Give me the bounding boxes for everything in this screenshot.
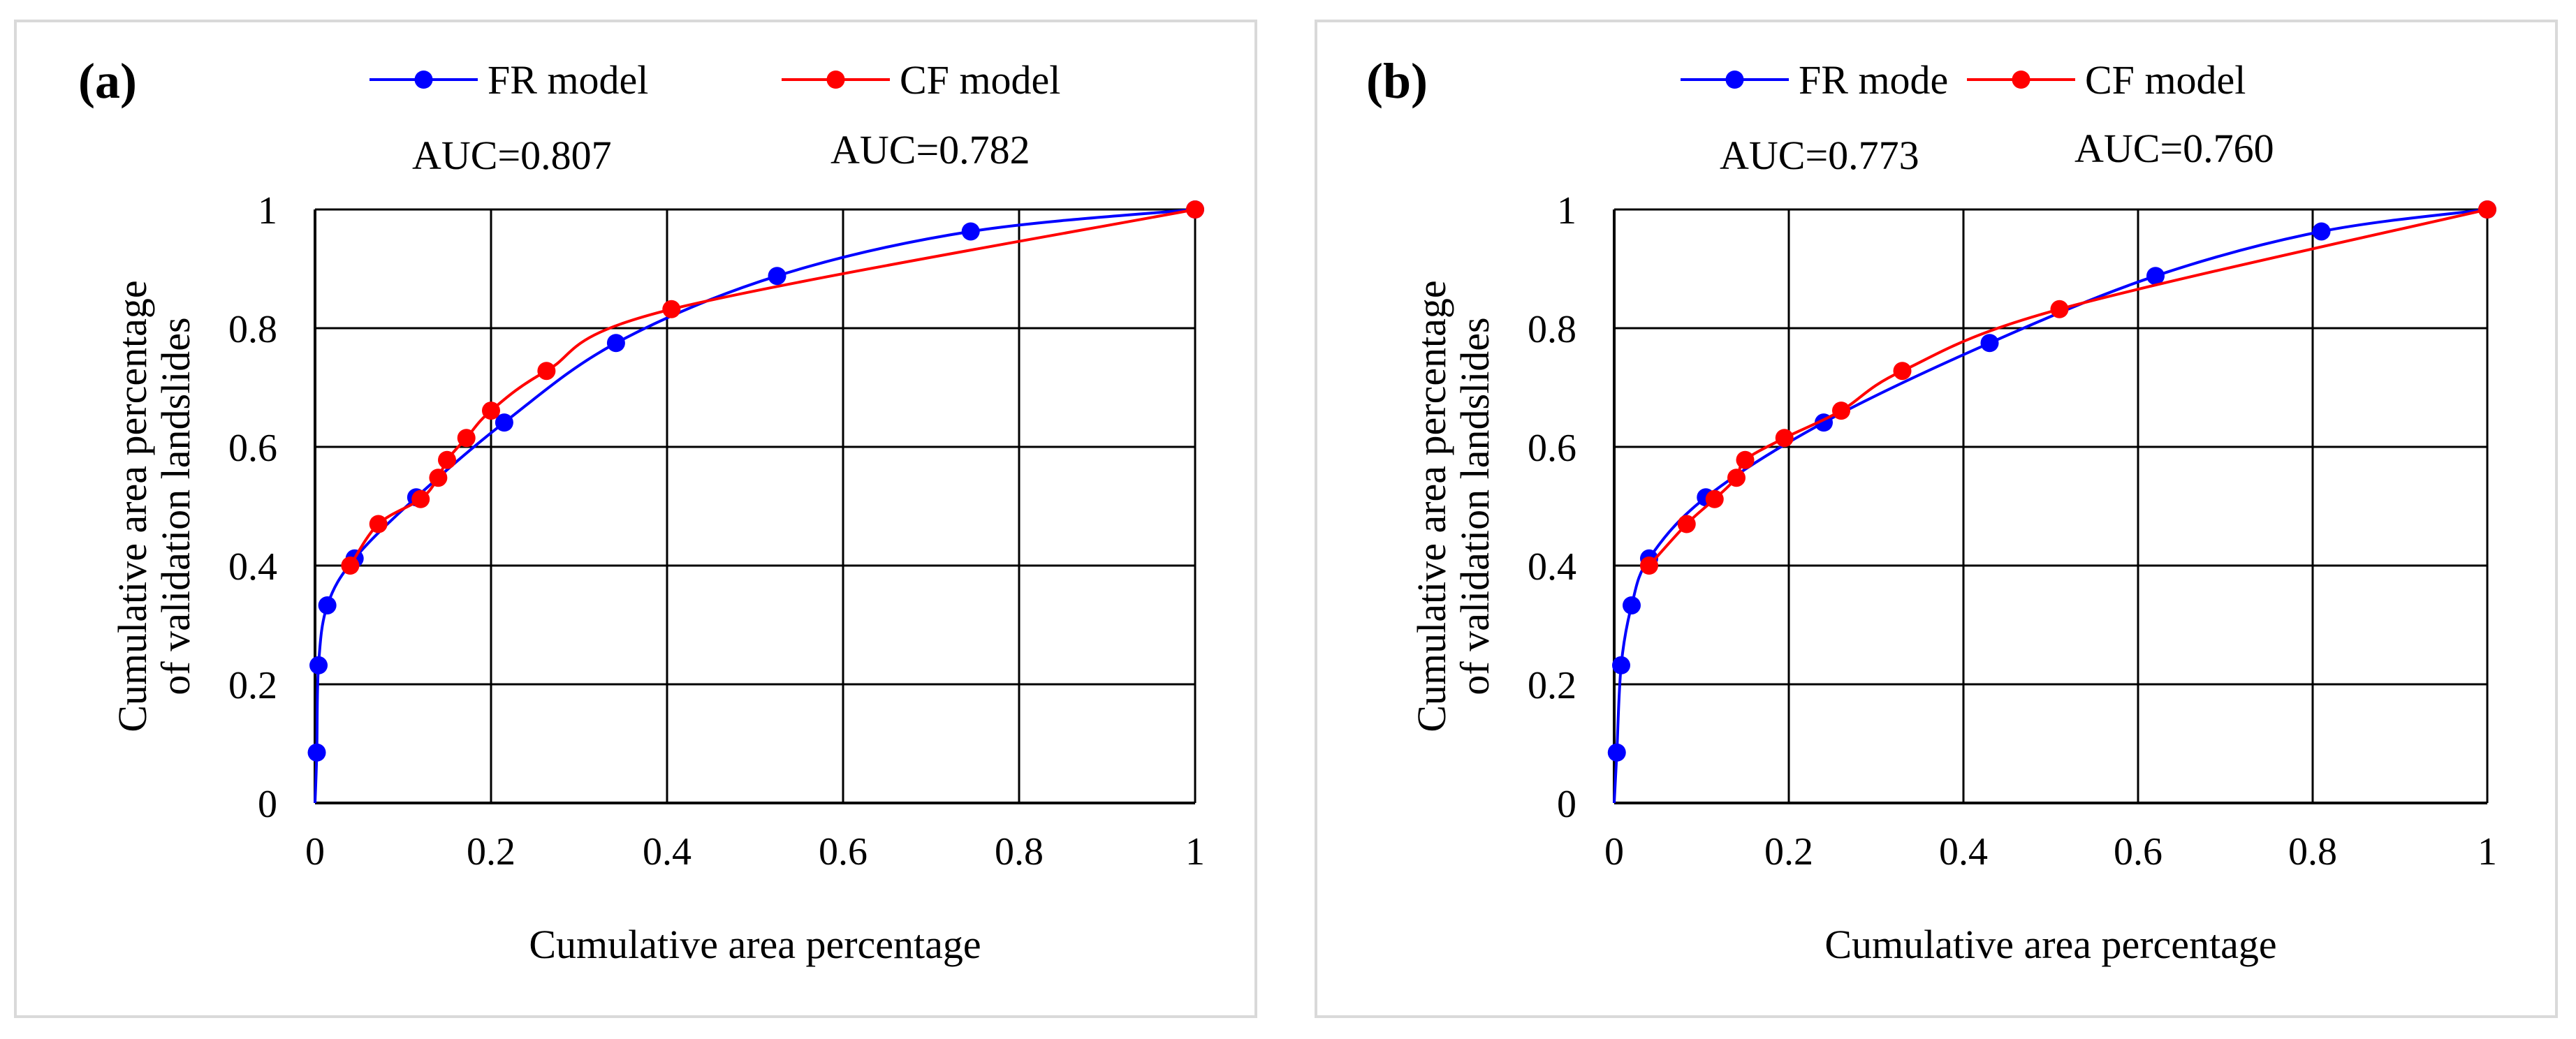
data-point-cf (1775, 429, 1794, 448)
y-tick-label: 0.2 (228, 664, 277, 707)
y-axis-title-line2: of validation landslides (153, 317, 198, 695)
x-tick-label: 0.6 (819, 830, 868, 874)
legend-label-cf: CF model (2085, 57, 2246, 103)
data-point-fr (318, 596, 337, 614)
data-point-fr (309, 656, 328, 675)
auc-label-fr: AUC=0.773 (1720, 133, 1919, 178)
data-point-cf (537, 362, 556, 381)
data-point-fr (2146, 267, 2165, 286)
x-axis-title: Cumulative area percentage (529, 922, 981, 967)
legend-marker-fr (414, 71, 433, 89)
data-point-cf (2050, 300, 2069, 318)
data-point-cf (2478, 200, 2496, 219)
chart-panel-b: 0 0.2 0.4 0.6 0.8 1 0 0.2 0.4 0.6 0.8 1 Cumulative a… (1315, 20, 2558, 1018)
auc-label-cf: AUC=0.782 (830, 127, 1030, 172)
data-point-cf (341, 557, 360, 575)
data-point-cf (1893, 362, 1912, 381)
x-tick-label: 1 (2478, 830, 2497, 874)
x-tick-label: 0.8 (2288, 830, 2337, 874)
x-tick-label: 0.2 (467, 830, 515, 874)
legend-marker-fr (1725, 71, 1744, 89)
legend-marker-cf (2012, 71, 2030, 89)
y-tick-label: 0.6 (228, 427, 277, 470)
data-point-cf (1640, 557, 1658, 575)
data-point-fr (307, 743, 326, 762)
series-line-cf (349, 208, 1196, 567)
x-tick-label: 0.4 (1939, 830, 1988, 874)
data-point-fr (768, 267, 786, 286)
x-axis-title: Cumulative area percentage (1824, 922, 2276, 967)
data-point-cf (438, 450, 456, 469)
data-point-cf (482, 401, 500, 420)
data-point-cf (662, 300, 681, 318)
legend-label-fr: FR mode (1799, 57, 1948, 103)
data-point-cf (1186, 200, 1204, 219)
x-tick-label: 0.6 (2114, 830, 2162, 874)
y-axis-title-line2: of validation landslides (1452, 317, 1498, 695)
data-point-cf (369, 515, 388, 533)
data-point-fr (495, 413, 513, 432)
y-tick-label: 0.6 (1528, 427, 1576, 470)
data-point-fr (961, 222, 980, 241)
y-tick-label: 0.4 (1528, 545, 1576, 589)
y-axis-title-line1: Cumulative area percentage (1409, 280, 1454, 732)
data-point-fr (606, 334, 625, 353)
data-point-fr (1980, 334, 1999, 353)
chart-panel-a: 0 0.2 0.4 0.6 0.8 1 0 0.2 0.4 0.6 0.8 1 Cumulative a… (14, 20, 1257, 1018)
y-axis-title-line1: Cumulative area percentage (110, 280, 155, 732)
data-point-cf (429, 469, 448, 487)
y-tick-label: 0.4 (228, 545, 277, 589)
panel-label: (b) (1366, 53, 1428, 109)
y-tick-label: 0.8 (228, 308, 277, 351)
series-line-fr (1613, 208, 2488, 804)
auc-label-cf: AUC=0.760 (2074, 126, 2274, 171)
x-tick-label: 1 (1185, 830, 1205, 874)
data-point-fr (1607, 743, 1626, 762)
legend-marker-cf (826, 71, 845, 89)
chart-a-svg: 0 0.2 0.4 0.6 0.8 1 0 0.2 0.4 0.6 0.8 1 Cumulative a… (78, 53, 1205, 967)
x-tick-label: 0 (1604, 830, 1624, 874)
y-tick-label: 0 (1557, 783, 1576, 826)
data-point-cf (411, 489, 430, 508)
data-point-cf (1705, 489, 1724, 508)
y-tick-label: 0.2 (1528, 664, 1576, 707)
legend-label-cf: CF model (900, 57, 1060, 103)
x-tick-label: 0.4 (643, 830, 691, 874)
data-point-cf (1677, 515, 1696, 533)
data-point-cf (1727, 469, 1746, 487)
legend-label-fr: FR model (488, 57, 648, 103)
y-tick-label: 0.8 (1528, 308, 1576, 351)
y-tick-label: 1 (1557, 189, 1576, 233)
data-point-fr (1623, 596, 1641, 614)
data-point-cf (457, 429, 476, 448)
data-point-fr (1612, 656, 1630, 675)
y-tick-label: 1 (258, 189, 277, 233)
data-point-fr (2312, 222, 2331, 241)
auc-label-fr: AUC=0.807 (412, 133, 612, 178)
chart-b-svg: 0 0.2 0.4 0.6 0.8 1 0 0.2 0.4 0.6 0.8 1 Cumulative a… (1366, 53, 2497, 967)
series-line-cf (1648, 208, 2488, 567)
panel-label: (a) (78, 53, 137, 109)
x-tick-label: 0.8 (995, 830, 1044, 874)
y-tick-label: 0 (258, 783, 277, 826)
series-line-fr (314, 208, 1196, 804)
x-tick-label: 0 (305, 830, 325, 874)
x-tick-label: 0.2 (1764, 830, 1813, 874)
data-point-cf (1736, 450, 1755, 469)
data-point-cf (1832, 401, 1850, 420)
